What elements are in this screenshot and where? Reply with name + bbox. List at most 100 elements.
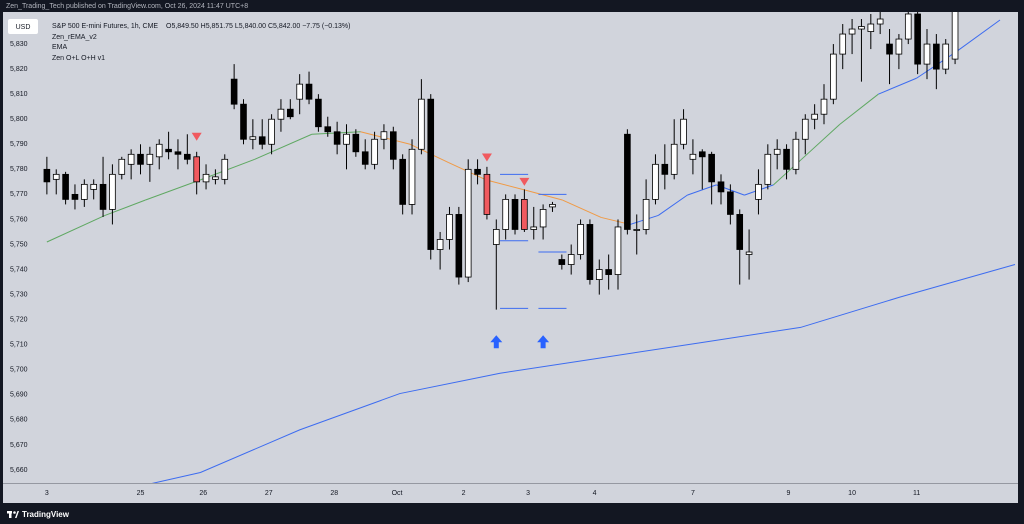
y-tick-label: 5,800	[10, 116, 28, 123]
x-tick-label: 3	[526, 490, 530, 497]
candle-body	[305, 83, 313, 100]
candle-body	[736, 214, 744, 250]
candle-body	[62, 173, 69, 200]
indicator-line-segment	[839, 93, 879, 125]
candle-body	[315, 98, 322, 128]
y-tick-label: 5,700	[10, 367, 28, 374]
candle-body	[680, 118, 687, 145]
candle-body	[558, 259, 566, 265]
y-tick-label: 5,810	[10, 91, 28, 98]
candle-body	[511, 198, 519, 230]
x-tick-label: Oct	[392, 490, 403, 497]
candle-body	[81, 183, 88, 200]
candle-body	[811, 113, 818, 120]
candle-body	[399, 158, 406, 205]
ema-line	[151, 264, 1016, 483]
candle-body	[418, 98, 425, 150]
candle-body	[436, 239, 444, 250]
candle-body	[605, 269, 612, 275]
candle-body	[240, 103, 247, 140]
x-tick-label: 25	[137, 490, 145, 497]
candle-body	[633, 229, 641, 231]
candle-body	[951, 12, 959, 60]
candle-body	[792, 138, 800, 170]
candle-body	[708, 153, 715, 183]
candle-body	[933, 43, 940, 70]
y-tick-label: 5,740	[10, 266, 28, 273]
candle-body	[446, 214, 453, 240]
candle-body	[942, 43, 950, 70]
x-tick-label: 26	[199, 490, 207, 497]
candle-body	[745, 251, 753, 255]
legend-item: EMA	[52, 44, 68, 51]
candle-body	[577, 224, 584, 255]
candle-body	[212, 176, 219, 180]
indicator-line-segment	[254, 133, 313, 160]
candle-body	[830, 53, 837, 100]
candle-body	[502, 198, 509, 230]
candle-body	[380, 131, 388, 140]
candle-body	[371, 138, 378, 165]
indicator-line-segment	[801, 123, 841, 160]
sell-signal	[481, 153, 492, 162]
candle-body	[755, 183, 762, 200]
candle-body	[727, 191, 734, 215]
y-tick-label: 5,820	[10, 66, 28, 73]
sell-signal	[191, 132, 202, 141]
candle-body	[165, 148, 172, 153]
y-tick-label: 5,730	[10, 291, 28, 298]
candle-body	[230, 78, 238, 105]
candle-body	[249, 136, 257, 140]
candle-body	[333, 131, 341, 145]
candle-body	[764, 153, 772, 185]
x-tick-label: 2	[462, 490, 466, 497]
currency-label[interactable]: USD	[16, 24, 31, 31]
candle-body	[652, 163, 659, 200]
buy-signal	[490, 335, 503, 349]
plot-area	[43, 12, 1016, 483]
overlay: 5,660 5,670 5,680 5,690 5,700 5,710 5,720 5,730…	[10, 41, 920, 497]
candle-body	[268, 118, 275, 145]
y-tick-label: 5,790	[10, 141, 28, 148]
candle-body	[389, 131, 397, 160]
candle-body	[689, 153, 697, 160]
published-note: Zen_Trading_Tech published on TradingVie…	[6, 3, 248, 10]
ohlc: O5,849.50 H5,851.75 L5,840.00 C5,842.00 …	[166, 23, 350, 30]
candle-body	[155, 143, 163, 158]
indicator-line-segment	[657, 194, 688, 216]
candle-body	[820, 98, 828, 115]
candle-body	[624, 133, 631, 230]
x-tick-label: 4	[593, 490, 597, 497]
legend-item: Zen_rEMA_v2	[52, 34, 97, 41]
x-tick-label: 10	[848, 490, 856, 497]
candle-body	[858, 26, 865, 30]
candle-body	[661, 163, 669, 175]
candle-body	[118, 158, 126, 175]
indicator-line-segment	[525, 189, 563, 201]
indicator-line-segment	[878, 77, 917, 95]
candle-body	[521, 198, 528, 230]
candle-body	[474, 168, 481, 175]
candle-body	[455, 214, 463, 278]
y-tick-label: 5,760	[10, 216, 28, 223]
sell-signal	[519, 177, 530, 186]
indicator-line-segment	[562, 199, 602, 218]
candle-body	[52, 173, 60, 180]
x-tick-label: 11	[913, 490, 920, 497]
y-tick-label: 5,690	[10, 392, 28, 399]
candle-body	[146, 153, 154, 165]
candle-body	[530, 226, 538, 230]
x-tick-label: 7	[691, 490, 695, 497]
candle-body	[202, 173, 210, 183]
y-tick-label: 5,680	[10, 417, 28, 424]
candle-body	[586, 224, 594, 280]
candle-body	[137, 153, 144, 165]
candle-body	[773, 148, 781, 155]
candle-body	[670, 143, 678, 175]
candle-body	[193, 156, 200, 183]
candle-body	[174, 151, 182, 155]
y-tick-label: 5,750	[10, 241, 28, 248]
currency-button[interactable]	[8, 19, 38, 34]
